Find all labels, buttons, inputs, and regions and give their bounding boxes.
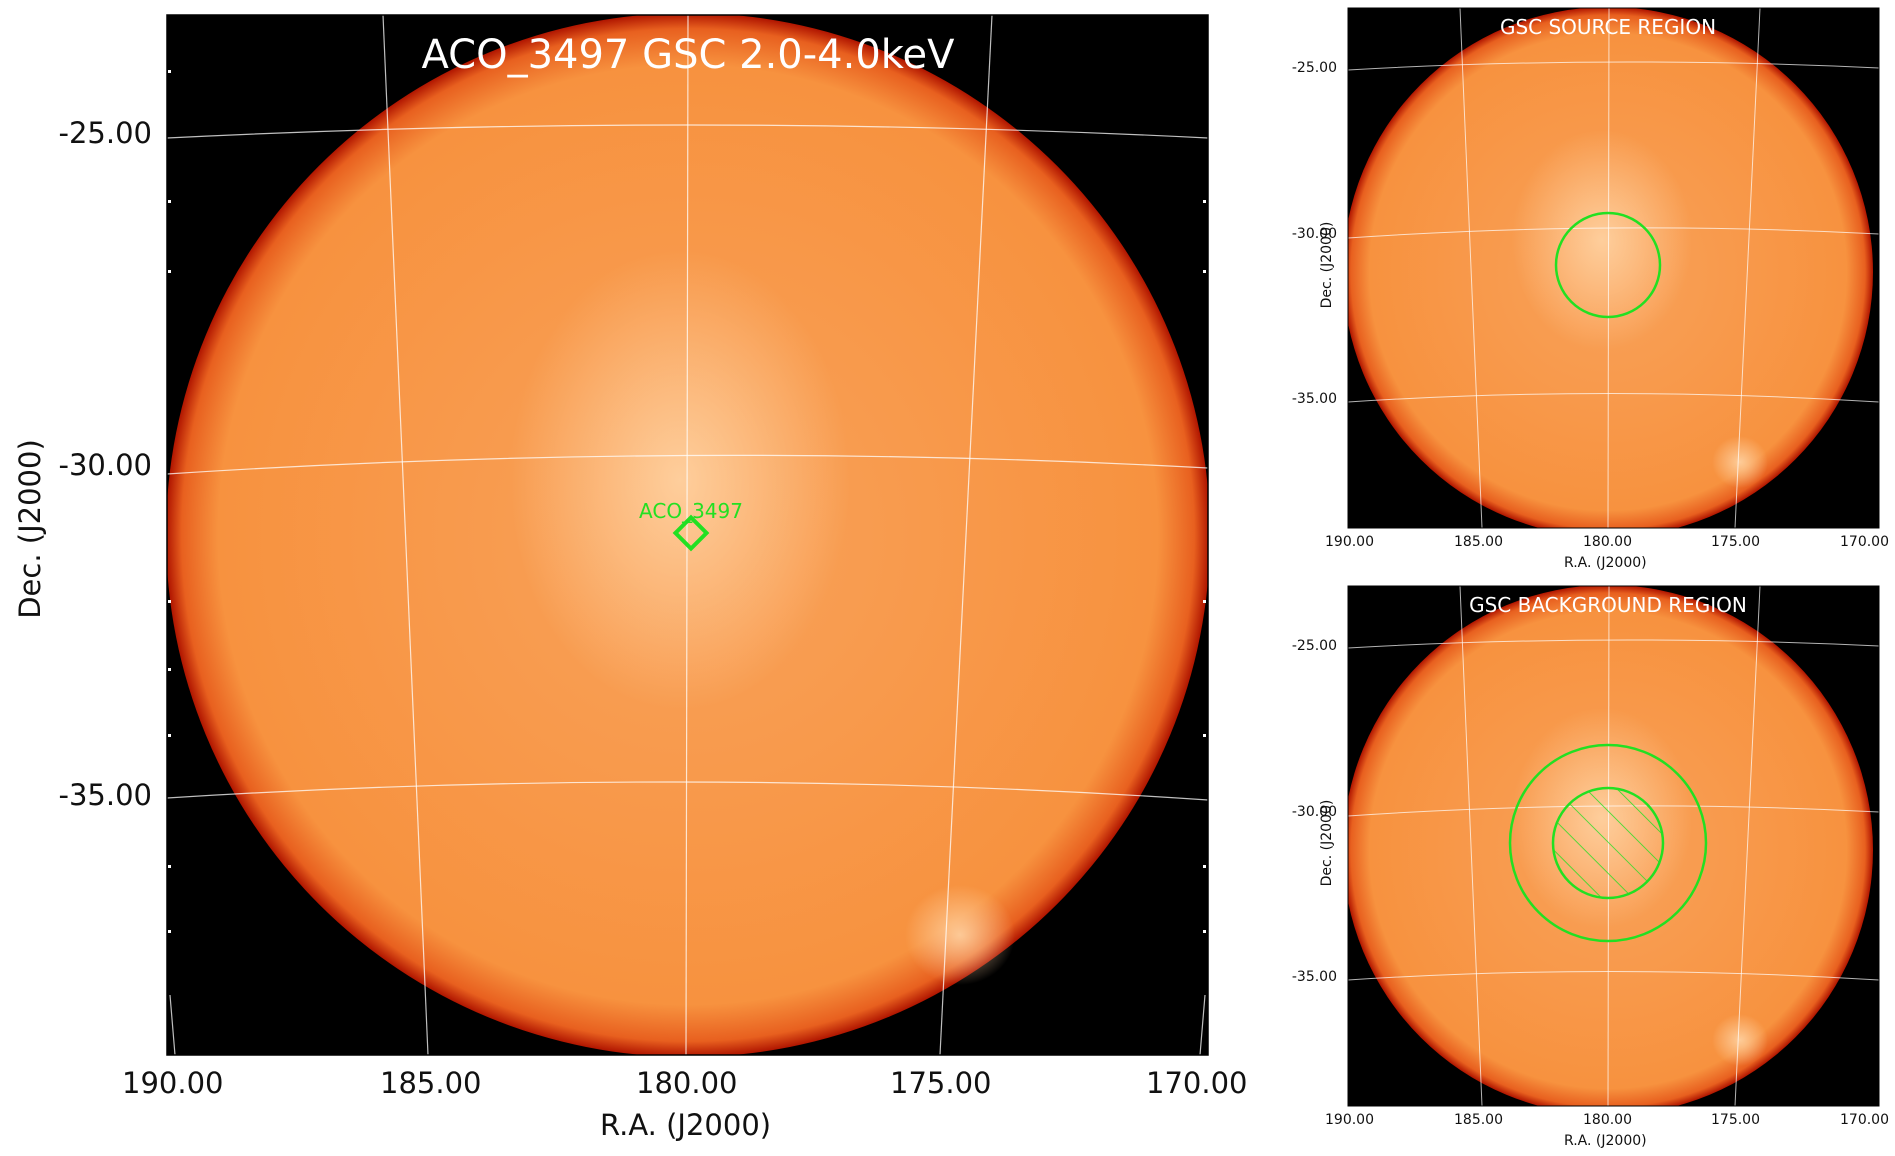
source-ytick-1: -25.00 <box>1291 60 1337 76</box>
background-ylabel: Dec. (J2000) <box>1319 799 1335 887</box>
source-extraction-circle <box>1554 211 1662 319</box>
background-xtick-4: 175.00 <box>1711 1112 1760 1128</box>
edge-ticks <box>168 70 1206 933</box>
background-ytick-3: -35.00 <box>1291 969 1337 985</box>
central-emission <box>510 250 850 710</box>
background-xlabel: R.A. (J2000) <box>1564 1133 1647 1149</box>
source-ylabel: Dec. (J2000) <box>1319 221 1335 309</box>
source-xtick-3: 180.00 <box>1583 534 1632 550</box>
main-xtick-1: 190.00 <box>122 1066 224 1100</box>
background-xtick-2: 185.00 <box>1454 1112 1503 1128</box>
bright-spot <box>905 885 1015 985</box>
background-xtick-1: 190.00 <box>1325 1112 1374 1128</box>
source-xtick-4: 175.00 <box>1711 534 1760 550</box>
source-marker: ACO_3497 <box>639 499 743 552</box>
background-frame <box>1347 585 1880 1107</box>
background-excluded-region <box>1551 786 1665 900</box>
main-xtick-2: 185.00 <box>380 1066 482 1100</box>
source-xtick-1: 190.00 <box>1325 534 1374 550</box>
source-bright-spot <box>1712 436 1768 488</box>
main-ylabel: Dec. (J2000) <box>13 439 47 619</box>
source-image: GSC SOURCE REGION <box>1347 7 1880 529</box>
main-xtick-3: 180.00 <box>636 1066 738 1100</box>
source-central-emission <box>1512 130 1692 350</box>
background-xtick-5: 170.00 <box>1840 1112 1889 1128</box>
main-xlabel: R.A. (J2000) <box>600 1108 772 1142</box>
background-outer-annulus <box>1508 743 1708 943</box>
main-image: ACO_3497 ACO_3497 GSC 2.0-4.0keV <box>166 14 1209 1056</box>
background-region-panel: GSC BACKGROUND REGION -25.00 -30.00 -35.… <box>1250 578 1895 1156</box>
main-ytick-1: -25.00 <box>58 116 153 150</box>
marker-label: ACO_3497 <box>639 499 743 523</box>
main-xtick-4: 175.00 <box>890 1066 992 1100</box>
background-title: GSC BACKGROUND REGION <box>1469 593 1747 617</box>
source-ytick-2: -30.00 <box>1291 226 1337 242</box>
background-ytick-2: -30.00 <box>1291 804 1337 820</box>
main-frame <box>166 14 1209 1056</box>
source-region-panel: GSC SOURCE REGION -25.00 -30.00 -35.00 1… <box>1250 0 1895 578</box>
coordinate-grid <box>167 15 1208 1055</box>
source-title: GSC SOURCE REGION <box>1500 15 1716 39</box>
source-ytick-3: -35.00 <box>1291 391 1337 407</box>
background-ytick-1: -25.00 <box>1291 638 1337 654</box>
source-xlabel: R.A. (J2000) <box>1564 555 1647 571</box>
source-frame <box>1347 7 1880 529</box>
main-panel: ACO_3497 ACO_3497 GSC 2.0-4.0keV -25.00 … <box>13 14 1248 1142</box>
source-xtick-2: 185.00 <box>1454 534 1503 550</box>
background-image: GSC BACKGROUND REGION <box>1347 585 1880 1107</box>
main-title: ACO_3497 GSC 2.0-4.0keV <box>422 32 956 78</box>
main-ytick-2: -30.00 <box>58 448 153 482</box>
source-grid <box>1348 8 1879 528</box>
main-ytick-3: -35.00 <box>58 778 153 812</box>
source-xtick-5: 170.00 <box>1840 534 1889 550</box>
main-xtick-5: 170.00 <box>1146 1066 1248 1100</box>
background-bright-spot <box>1712 1014 1768 1066</box>
background-xtick-3: 180.00 <box>1583 1112 1632 1128</box>
